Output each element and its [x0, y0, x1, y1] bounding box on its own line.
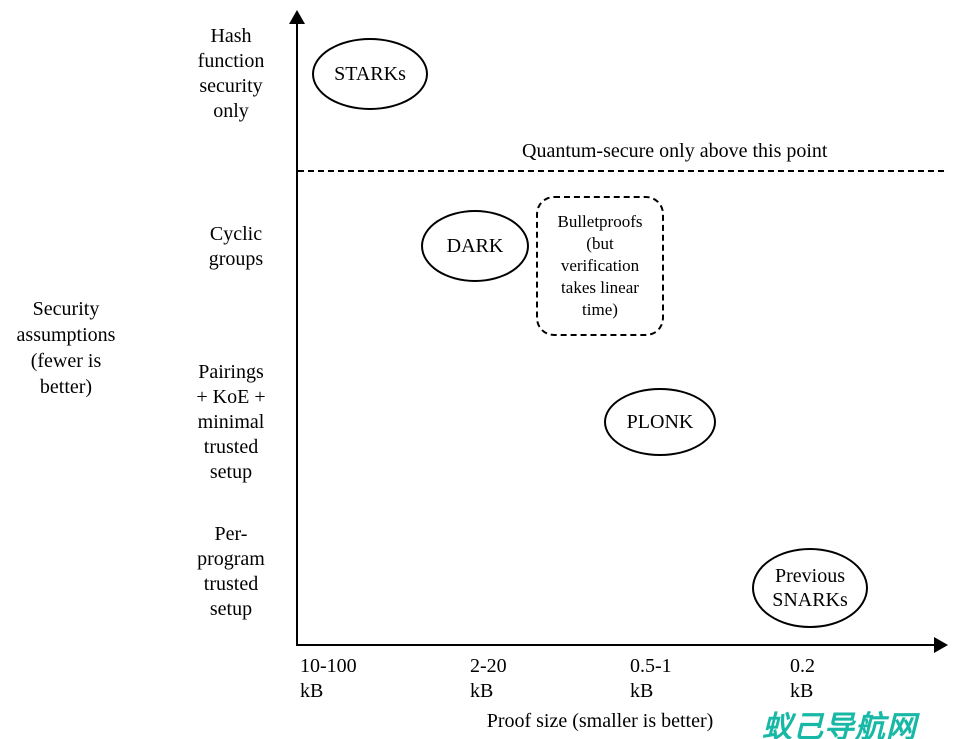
y-title-l1: Security [33, 298, 100, 320]
y-title-l4: better) [40, 376, 92, 398]
y-title-l3: (fewer is [31, 350, 102, 372]
y-axis-title: Security assumptions (fewer is better) [6, 296, 126, 400]
bubble-starks: STARKs [312, 38, 428, 110]
bubble-bulletproofs: Bulletproofs (but verification takes lin… [536, 196, 664, 336]
x-axis-arrow [934, 637, 948, 653]
x-axis-title: Proof size (smaller is better) [430, 710, 770, 733]
quantum-secure-text: Quantum-secure only above this point [522, 140, 828, 163]
y-cat-3: Per- program trusted setup [176, 522, 286, 622]
y-title-l2: assumptions [17, 324, 116, 346]
y-cat-0: Hash function security only [176, 24, 286, 124]
x-tick-1: 2-20 kB [470, 654, 540, 704]
y-axis-line [296, 20, 298, 644]
x-tick-3: 0.2 kB [790, 654, 850, 704]
bubble-plonk: PLONK [604, 388, 716, 456]
x-tick-2: 0.5-1 kB [630, 654, 700, 704]
x-tick-0: 10-100 kB [300, 654, 390, 704]
chart-container: Security assumptions (fewer is better) H… [0, 0, 960, 739]
bubble-snarks: Previous SNARKs [752, 548, 868, 628]
watermark-text: 蚁己导航网 [762, 702, 917, 739]
y-cat-1: Cyclic groups [186, 222, 286, 272]
quantum-secure-line [298, 170, 944, 172]
y-cat-2: Pairings + KoE + minimal trusted setup [176, 360, 286, 485]
y-axis-arrow [289, 10, 305, 24]
x-axis-line [296, 644, 936, 646]
bubble-dark: DARK [421, 210, 529, 282]
